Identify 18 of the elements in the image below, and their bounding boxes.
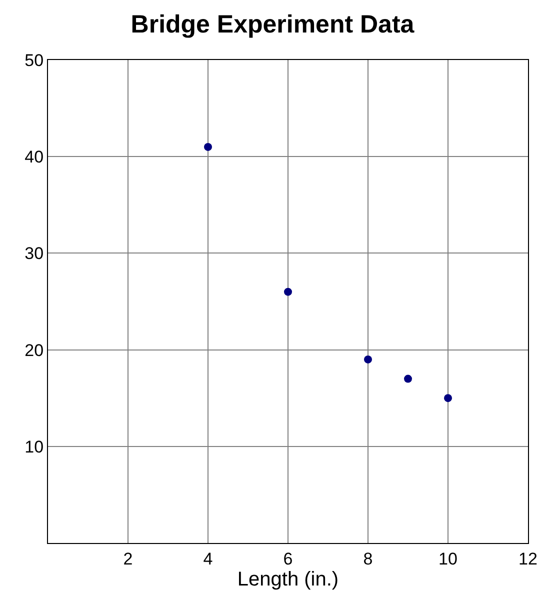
x-axis-title: Length (in.) (237, 568, 339, 590)
point (364, 355, 372, 364)
point (204, 142, 212, 151)
y-tick-label: 20 (24, 340, 44, 360)
y-tick-label: 30 (24, 244, 44, 264)
y-tick-label: 50 (24, 50, 44, 70)
point (284, 288, 292, 296)
x-tick-label: 10 (438, 549, 458, 568)
x-tick-label: 2 (123, 549, 133, 568)
x-tick-label: 12 (518, 549, 538, 568)
y-tick-label: 10 (24, 437, 44, 456)
point (444, 394, 452, 402)
chart-title: Bridge Experiment Data (130, 10, 416, 39)
point (404, 374, 412, 383)
y-tick-label: 40 (24, 148, 44, 167)
x-tick-label: 6 (283, 549, 293, 568)
x-tick-label: 8 (363, 549, 373, 568)
x-tick-label: 4 (203, 549, 213, 568)
